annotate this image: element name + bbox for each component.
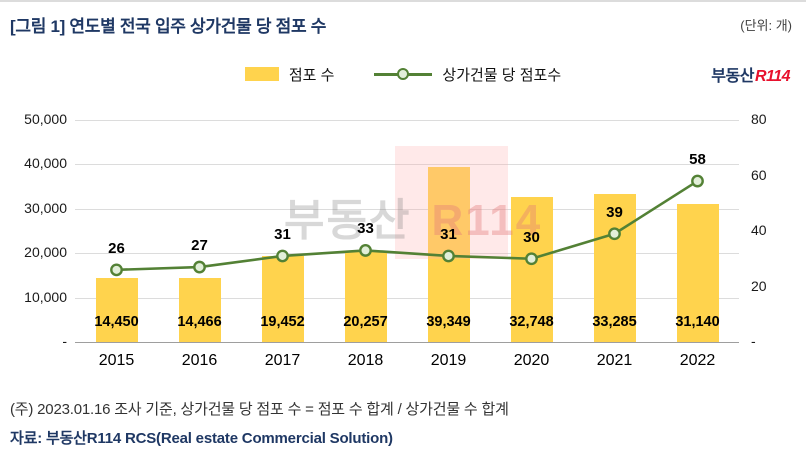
source-line: 자료: 부동산R114 RCS(Real estate Commercial S…	[10, 430, 393, 447]
chart-area: 부동산 R114 50,000 40,000 30,000 20,000 10,000-8…	[0, 90, 806, 376]
line-series	[110, 174, 704, 277]
figure-title: [그림 1] 연도별 전국 입주 상가건물 당 점포 수	[10, 17, 327, 36]
gridline	[75, 164, 739, 166]
line-value-label: 30	[523, 228, 540, 246]
chart-legend: 점포 수 상가건물 당 점포수	[0, 58, 806, 90]
bar	[178, 277, 221, 342]
line-value-label: 31	[274, 225, 291, 243]
bar	[261, 255, 304, 342]
footnote: (주) 2023.01.16 조사 기준, 상가건물 당 점포 수 = 점포 수…	[10, 401, 509, 418]
gridline	[75, 297, 739, 299]
line-marker	[110, 263, 123, 277]
bar	[676, 203, 719, 342]
line-value-label: 31	[440, 225, 457, 243]
unit-label: (단위: 개)	[740, 18, 792, 33]
line-marker	[193, 260, 206, 274]
legend-line-dot	[397, 68, 410, 80]
x-axis-tick: 2019	[430, 352, 467, 369]
y-axis-right-tick: 80	[751, 111, 767, 127]
bar-value-label: 14,466	[177, 314, 222, 330]
x-axis-tick: 2021	[596, 352, 633, 369]
y-axis-left-tick: -	[62, 333, 67, 349]
x-axis-tick: 2018	[347, 352, 384, 369]
x-axis-tick: 2016	[181, 352, 218, 369]
legend-bar-label: 점포 수	[288, 66, 335, 84]
line-marker	[359, 244, 372, 257]
bar	[344, 252, 387, 342]
legend-line-label: 상가건물 당 점포수	[442, 66, 562, 84]
legend-row: 점포 수 상가건물 당 점포수 부동산R114	[0, 58, 806, 90]
bar-value-label: 19,452	[260, 314, 305, 330]
y-axis-right-tick: -	[751, 333, 756, 349]
y-axis-right-tick: 40	[751, 222, 767, 238]
line-marker	[608, 227, 621, 241]
x-axis-tick: 2020	[513, 352, 550, 369]
line-marker	[442, 249, 455, 263]
y-axis-left-tick: 30,000	[24, 199, 67, 216]
line-value-label: 39	[606, 203, 623, 221]
y-axis-left-tick: 40,000	[24, 155, 67, 172]
bar-swatch-icon	[244, 67, 279, 81]
logo-text-budongsan: 부동산	[711, 68, 754, 85]
x-axis-tick: 2017	[264, 352, 301, 369]
logo-text-r114: R114	[754, 68, 791, 85]
line-marker	[276, 249, 289, 263]
bar-value-label: 33,285	[592, 314, 637, 330]
x-axis-tick: 2015	[98, 352, 135, 369]
footer: (주) 2023.01.16 조사 기준, 상가건물 당 점포 수 = 점포 수…	[0, 398, 806, 448]
legend-item-bar: 점포 수	[244, 64, 335, 85]
line-marker	[691, 174, 704, 188]
y-axis-left-tick: 50,000	[24, 111, 67, 127]
line-value-label: 27	[191, 237, 208, 255]
bar-value-label: 32,748	[509, 314, 554, 330]
bar	[593, 194, 636, 342]
y-axis-right-tick: 20	[751, 277, 767, 294]
bar-value-label: 14,450	[94, 314, 139, 330]
r114-logo: 부동산R114	[711, 62, 790, 86]
gridline	[75, 208, 739, 210]
line-value-label: 33	[357, 220, 374, 238]
y-axis-left-tick: 20,000	[24, 244, 67, 261]
gridline	[75, 120, 739, 121]
legend-item-line: 상가건물 당 점포수	[374, 64, 561, 85]
bar	[95, 277, 138, 342]
line-marker-swatch-icon	[374, 66, 433, 82]
bar-value-label: 31,140	[675, 314, 720, 330]
x-axis-tick: 2022	[679, 352, 716, 369]
gridline	[75, 342, 739, 343]
line-marker	[525, 252, 538, 266]
line-value-label: 26	[108, 239, 125, 257]
y-axis-right-tick: 60	[751, 166, 767, 183]
line-value-label: 58	[689, 151, 706, 169]
bar-value-label: 20,257	[343, 314, 388, 330]
bar	[510, 196, 553, 342]
y-axis-left-tick: 10,000	[24, 288, 67, 305]
bar-value-label: 39,349	[426, 314, 471, 330]
header: [그림 1] 연도별 전국 입주 상가건물 당 점포 수 (단위: 개)	[0, 8, 806, 38]
